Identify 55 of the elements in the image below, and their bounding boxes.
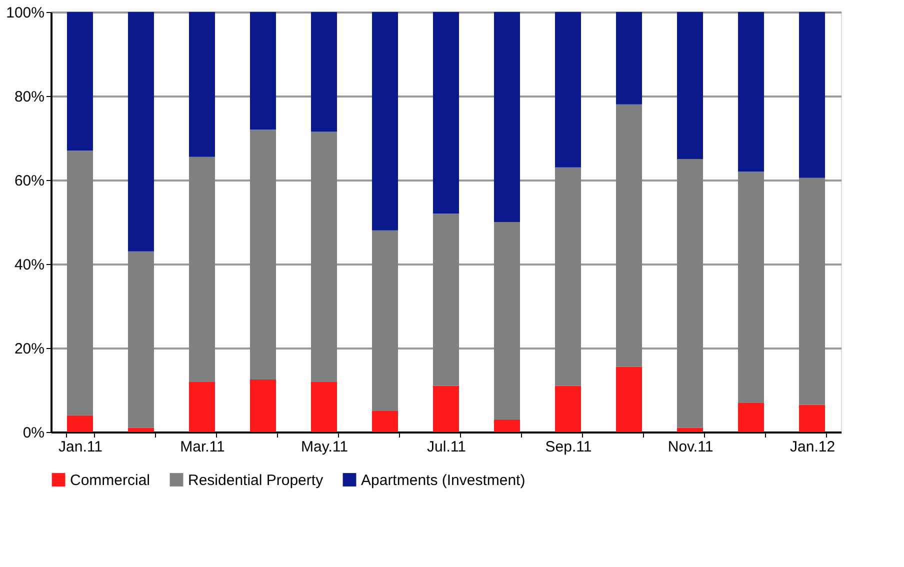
bar [677,159,704,428]
bar [555,167,582,386]
bar [433,12,459,214]
bar [494,419,520,432]
bar [66,150,93,416]
bar [677,428,704,432]
bar [250,130,276,380]
y-tick-label: 20% [14,340,44,358]
bar [250,380,276,432]
bar [310,132,337,382]
y-tick-label: 40% [14,256,44,274]
bar [433,386,459,432]
bar [677,12,704,159]
bar [188,12,215,157]
x-tick-label: Jan.11 [58,438,102,456]
y-tick-label: 60% [14,172,44,190]
x-tick-label: Jan.12 [790,438,836,456]
bar [738,12,764,172]
bar [555,12,582,168]
bar [250,12,276,130]
bar [494,12,520,222]
bar [372,411,398,432]
bar [188,382,215,432]
bar [738,172,764,403]
x-tick-label: Mar.11 [180,438,225,456]
bar [433,214,459,386]
bar [616,104,642,367]
x-tick-label: Jul.11 [427,438,466,456]
legend-label: Residential Property [188,472,324,489]
bar [372,12,398,230]
bar [128,251,154,428]
bar [799,178,826,405]
y-tick-label: 0% [22,424,44,442]
bar [738,402,764,432]
y-tick-label: 100% [6,4,44,22]
bar [555,386,582,432]
bar [66,12,93,151]
bar [372,230,398,411]
x-tick-label: May.11 [301,438,348,456]
x-tick-label: Nov.11 [668,438,714,456]
bar [616,12,642,104]
y-tick-label: 80% [14,88,44,106]
bar [616,366,642,432]
bar [188,156,215,382]
bar [494,222,520,420]
legend-label: Commercial [70,472,150,489]
bar [128,12,154,252]
x-tick-label: Sep.11 [545,438,592,456]
bar [310,12,337,132]
bar [310,382,337,432]
legend-label: Apartments (Investment) [361,472,526,489]
bar [799,404,826,432]
bar [128,428,154,432]
bar [66,415,93,432]
bar [799,12,826,178]
